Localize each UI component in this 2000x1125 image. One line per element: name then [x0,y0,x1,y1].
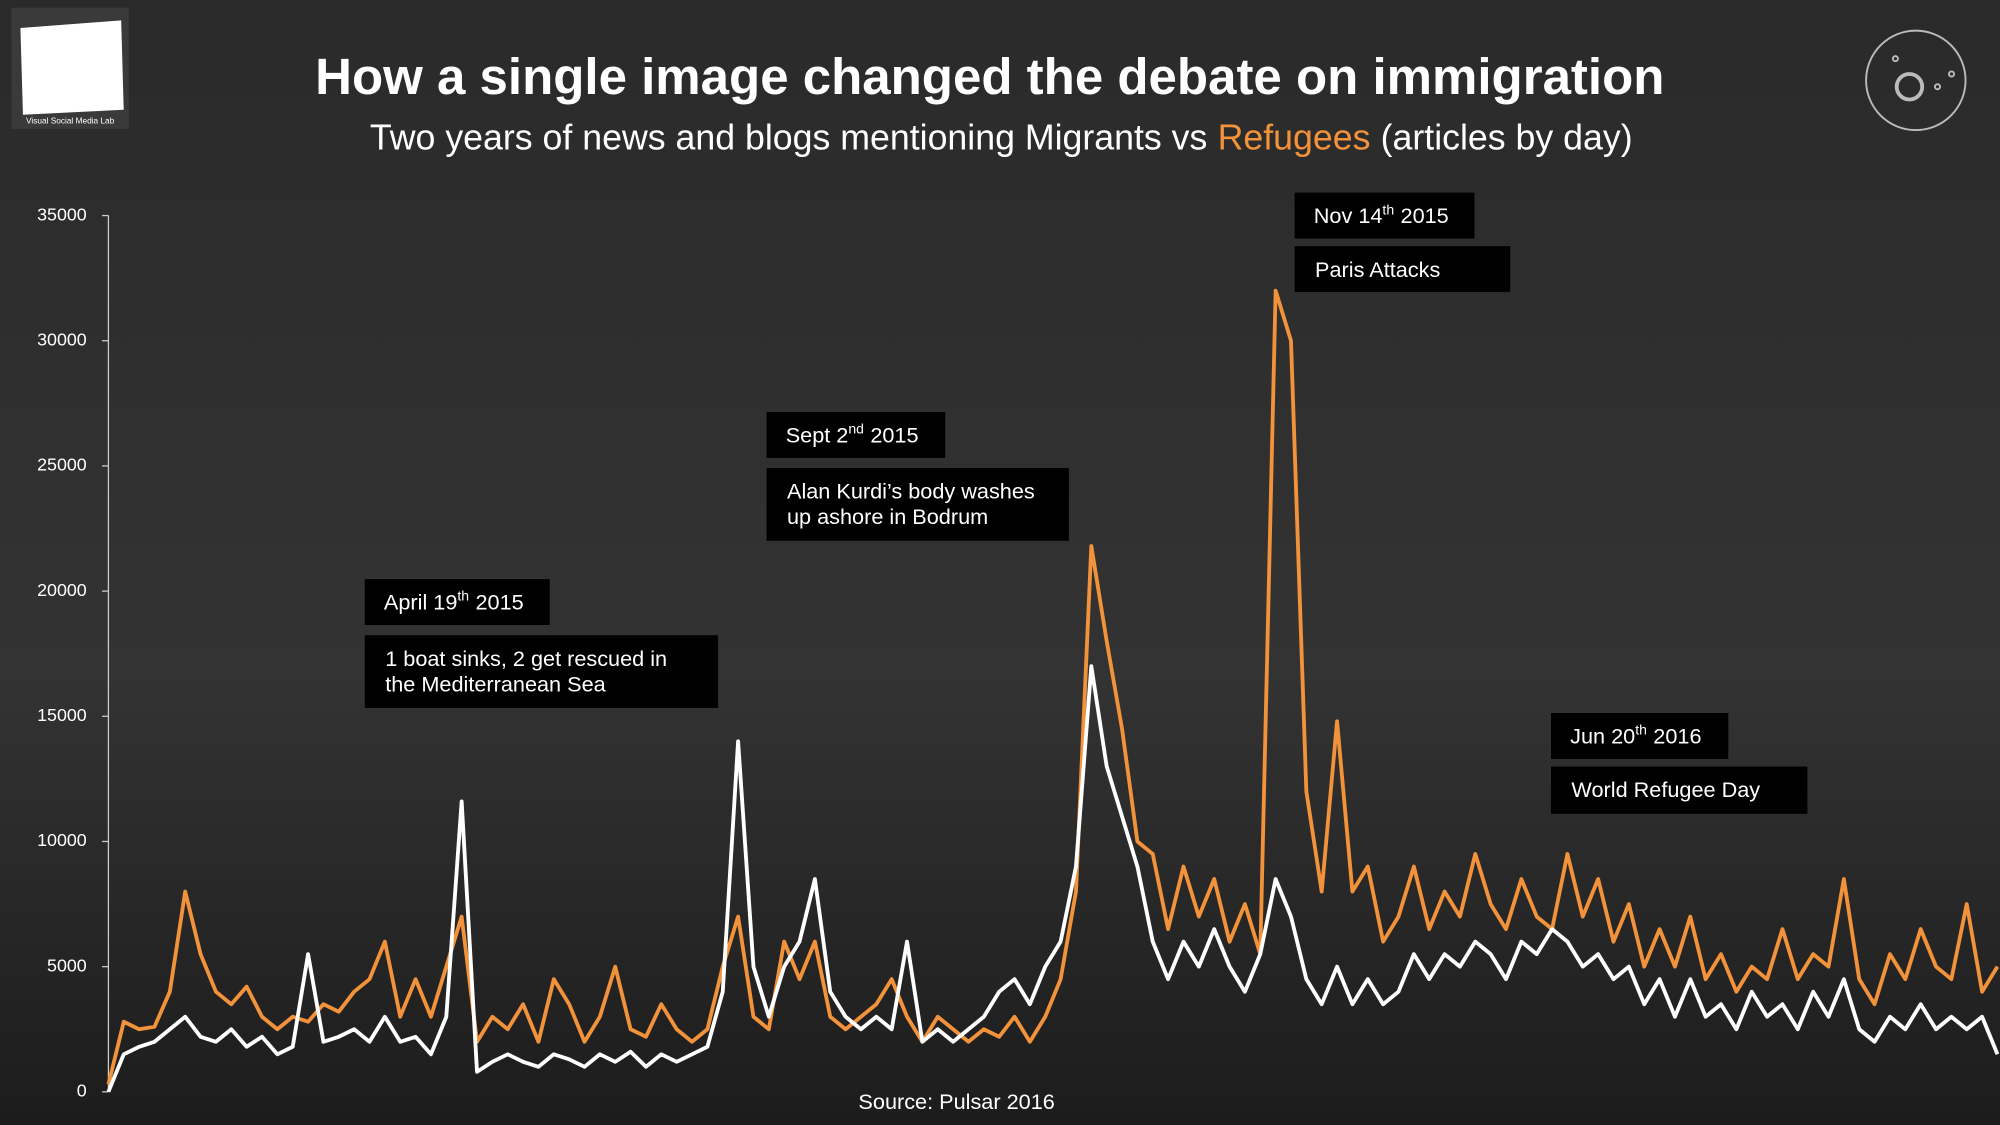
annotation-text: World Refugee Day [1571,777,1760,802]
date-year: 2015 [870,423,918,448]
subtitle-text: Two years of news and blogs mentioning M… [370,118,1207,158]
annotation-date: Jun 20th 2016 [1570,722,1701,749]
corner-icon [1865,29,1967,132]
date-year: 2015 [1401,203,1449,228]
subtitle-highlight: Refugees [1218,118,1371,158]
source: Source: Pulsar 2016 [858,1089,1054,1114]
annotation-text-box [1551,766,1808,814]
icon-ring [1865,29,1967,132]
series-line [106,288,2000,1085]
annotation-text: 1 boat sinks, 2 get rescued in [385,646,667,671]
y-tick-label: 25000 [37,455,87,475]
y-tick-label: 5000 [47,955,87,975]
subtitle-text: (articles by day) [1381,118,1633,158]
logo-mark [20,20,124,115]
annotation-date-box [766,411,946,458]
annotation-text: the Mediterranean Sea [385,671,606,696]
annotation-date: April 19th 2015 [384,588,524,615]
annotation-text: Alan Kurdi’s body washes [787,479,1035,504]
annotation-text: up ashore in Bodrum [787,504,988,529]
y-tick-label: 20000 [37,580,87,600]
plot: 0 5000 10000 15000 20000 25000 30000 35000 [37,204,2000,1101]
date-main: April 19 [384,590,457,615]
icon-node [1933,83,1942,91]
icon-node [1891,55,1899,63]
annotation-text-box [1294,246,1511,293]
annotation-text-box [766,468,1069,541]
icon-node [1948,70,1956,78]
series-line [106,664,2000,1093]
date-main: Sept 2 [786,423,849,448]
date-suffix: nd [848,421,864,437]
date-suffix: th [1382,201,1394,217]
y-tick-label: 0 [77,1081,87,1101]
date-suffix: th [1635,722,1647,738]
annotation-text-box [364,635,719,708]
y-tick-label: 10000 [37,830,87,850]
annotation-date-box [1294,192,1475,239]
y-tick-label: 15000 [37,705,87,725]
annotation-date: Sept 2nd 2015 [786,421,919,448]
annotation-date-box [1551,713,1729,759]
date-suffix: th [457,588,469,604]
annotation-text: Paris Attacks [1315,257,1440,282]
date-main: Jun 20 [1570,724,1635,749]
annotation-date-box [364,579,550,625]
date-year: 2016 [1653,724,1701,749]
annotation-date: Nov 14th 2015 [1314,201,1449,228]
icon-dot [1894,72,1925,102]
y-tick-label: 35000 [37,204,87,224]
logo: Visual Social Media Lab [11,7,129,129]
y-tick-label: 30000 [37,329,87,349]
date-year: 2015 [475,590,523,615]
date-main: Nov 14 [1314,203,1383,228]
chart-title: How a single image changed the debate on… [315,48,1664,105]
chart-subtitle: Two years of news and blogs mentioning M… [370,118,1633,158]
logo-text: Visual Social Media Lab [26,116,115,126]
